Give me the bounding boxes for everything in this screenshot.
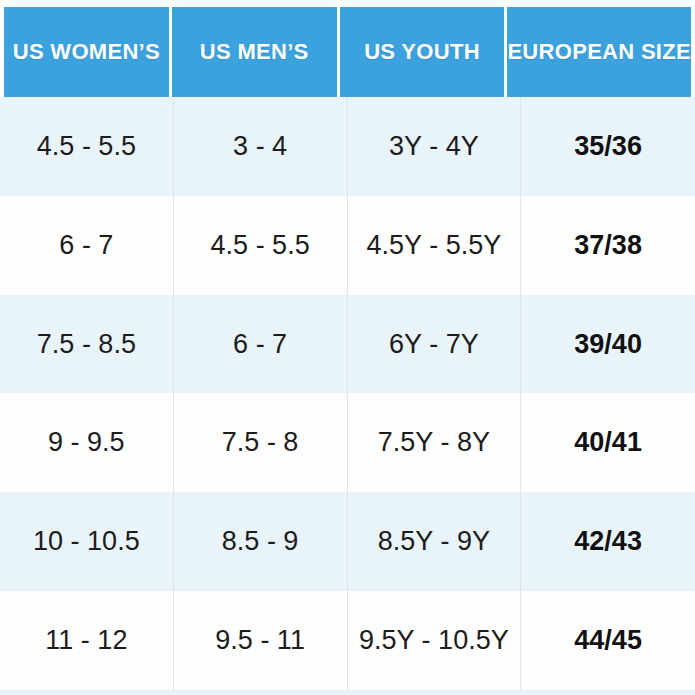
bottom-strip [0, 690, 695, 695]
table-row: 9 - 9.5 7.5 - 8 7.5Y - 8Y 40/41 [0, 393, 695, 492]
cell-european: 39/40 [521, 295, 695, 394]
cell-european: 37/38 [521, 196, 695, 295]
table-row: 7.5 - 8.5 6 - 7 6Y - 7Y 39/40 [0, 295, 695, 394]
cell-womens: 6 - 7 [0, 196, 174, 295]
table-row: 11 - 12 9.5 - 11 9.5Y - 10.5Y 44/45 [0, 591, 695, 690]
cell-youth: 4.5Y - 5.5Y [348, 196, 522, 295]
cell-womens: 4.5 - 5.5 [0, 97, 174, 196]
table-row: 6 - 7 4.5 - 5.5 4.5Y - 5.5Y 37/38 [0, 196, 695, 295]
cell-mens: 6 - 7 [174, 295, 348, 394]
cell-youth: 9.5Y - 10.5Y [348, 591, 522, 690]
table-header-row: US WOMEN’S US MEN’S US YOUTH EUROPEAN SI… [0, 0, 695, 97]
column-header-european-size: EUROPEAN SIZE [507, 7, 691, 97]
cell-mens: 7.5 - 8 [174, 393, 348, 492]
cell-mens: 9.5 - 11 [174, 591, 348, 690]
cell-european: 35/36 [521, 97, 695, 196]
cell-mens: 3 - 4 [174, 97, 348, 196]
column-header-us-youth: US YOUTH [340, 7, 505, 97]
cell-mens: 8.5 - 9 [174, 492, 348, 591]
column-header-us-mens: US MEN’S [172, 7, 337, 97]
cell-womens: 10 - 10.5 [0, 492, 174, 591]
shoe-size-conversion-table: US WOMEN’S US MEN’S US YOUTH EUROPEAN SI… [0, 0, 695, 695]
cell-youth: 8.5Y - 9Y [348, 492, 522, 591]
cell-youth: 6Y - 7Y [348, 295, 522, 394]
cell-european: 42/43 [521, 492, 695, 591]
table-body: 4.5 - 5.5 3 - 4 3Y - 4Y 35/36 6 - 7 4.5 … [0, 97, 695, 695]
table-row: 4.5 - 5.5 3 - 4 3Y - 4Y 35/36 [0, 97, 695, 196]
cell-womens: 11 - 12 [0, 591, 174, 690]
cell-european: 40/41 [521, 393, 695, 492]
cell-womens: 9 - 9.5 [0, 393, 174, 492]
cell-youth: 3Y - 4Y [348, 97, 522, 196]
cell-youth: 7.5Y - 8Y [348, 393, 522, 492]
cell-european: 44/45 [521, 591, 695, 690]
cell-mens: 4.5 - 5.5 [174, 196, 348, 295]
column-header-us-womens: US WOMEN’S [4, 7, 169, 97]
cell-womens: 7.5 - 8.5 [0, 295, 174, 394]
table-row: 10 - 10.5 8.5 - 9 8.5Y - 9Y 42/43 [0, 492, 695, 591]
